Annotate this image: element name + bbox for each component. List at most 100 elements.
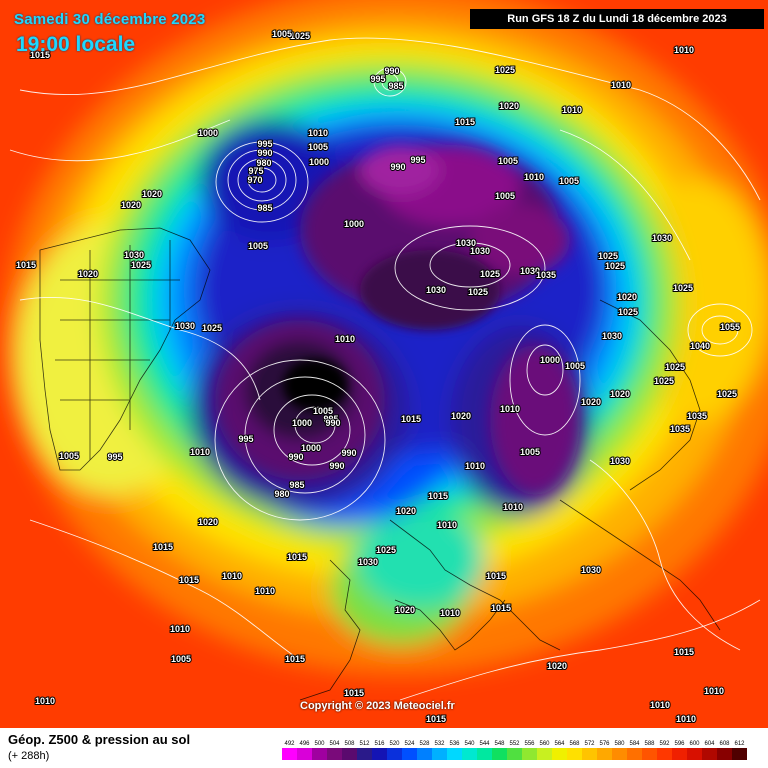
pressure-label: 1000: [344, 219, 364, 229]
scale-swatch: [627, 748, 642, 760]
pressure-label: 970: [247, 175, 262, 185]
pressure-label: 1005: [171, 654, 191, 664]
pressure-label: 1015: [491, 603, 511, 613]
pressure-label: 1030: [470, 246, 490, 256]
scale-swatch: [387, 748, 402, 760]
scale-swatch: [582, 748, 597, 760]
scale-swatch: [432, 748, 447, 760]
scale-tick-label: 596: [674, 741, 685, 747]
pressure-label: 1025: [376, 545, 396, 555]
scale-tick-label: 504: [329, 741, 340, 747]
scale-tick-label: 492: [284, 741, 295, 747]
pressure-label: 1015: [401, 414, 421, 424]
copyright-notice: Copyright © 2023 Meteociel.fr: [300, 700, 455, 712]
pressure-label: 1015: [428, 491, 448, 501]
pressure-label: 1015: [16, 260, 36, 270]
pressure-label: 1030: [520, 266, 540, 276]
pressure-label: 990: [325, 418, 340, 428]
pressure-label: 1025: [290, 31, 310, 41]
forecast-time: 19:00 locale: [16, 33, 136, 56]
pressure-label: 1010: [440, 608, 460, 618]
pressure-label: 990: [390, 162, 405, 172]
geopotential-color-field: [0, 0, 768, 728]
scale-swatch: [342, 748, 357, 760]
pressure-label: 1015: [153, 542, 173, 552]
pressure-label: 1035: [536, 270, 556, 280]
scale-swatch: [372, 748, 387, 760]
pressure-label: 1040: [690, 341, 710, 351]
scale-tick-label: 564: [554, 741, 565, 747]
pressure-label: 1025: [618, 307, 638, 317]
scale-swatch: [282, 748, 297, 760]
pressure-label: 1035: [687, 411, 707, 421]
scale-swatch: [612, 748, 627, 760]
pressure-label: 1000: [292, 418, 312, 428]
scale-tick-label: 516: [374, 741, 385, 747]
pressure-label: 1010: [437, 520, 457, 530]
pressure-label: 1030: [175, 321, 195, 331]
pressure-label: 1020: [499, 101, 519, 111]
pressure-label: 1020: [142, 189, 162, 199]
pressure-label: 1000: [309, 157, 329, 167]
pressure-label: 990: [329, 461, 344, 471]
pressure-label: 1010: [674, 45, 694, 55]
pressure-label: 1035: [670, 424, 690, 434]
pressure-label: 1015: [179, 575, 199, 585]
scale-tick-label: 584: [629, 741, 640, 747]
pressure-label: 1010: [562, 105, 582, 115]
scale-tick-label: 544: [479, 741, 490, 747]
pressure-label: 1030: [426, 285, 446, 295]
pressure-label: 1055: [720, 322, 740, 332]
pressure-label: 1025: [654, 376, 674, 386]
pressure-label: 1025: [495, 65, 515, 75]
pressure-label: 1020: [395, 605, 415, 615]
pressure-label: 1025: [673, 283, 693, 293]
scale-tick-label: 500: [314, 741, 325, 747]
scale-tick-label: 600: [689, 741, 700, 747]
pressure-label: 1005: [248, 241, 268, 251]
pressure-label: 985: [388, 81, 403, 91]
scale-swatch: [717, 748, 732, 760]
pressure-label: 1000: [540, 355, 560, 365]
pressure-label: 1005: [272, 29, 292, 39]
scale-tick-label: 580: [614, 741, 625, 747]
scale-swatch: [327, 748, 342, 760]
pressure-label: 1020: [581, 397, 601, 407]
scale-swatch: [357, 748, 372, 760]
legend-bar: Géop. Z500 & pression au sol (+ 288h) 49…: [0, 728, 768, 768]
pressure-label: 1005: [59, 451, 79, 461]
scale-swatch: [507, 748, 522, 760]
pressure-label: 1030: [124, 250, 144, 260]
scale-tick-label: 588: [644, 741, 655, 747]
pressure-label: 1025: [717, 389, 737, 399]
pressure-label: 1020: [610, 389, 630, 399]
pressure-label: 1010: [335, 334, 355, 344]
pressure-label: 1015: [285, 654, 305, 664]
scale-tick-label: 604: [704, 741, 715, 747]
pressure-label: 1025: [131, 260, 151, 270]
scale-swatch: [447, 748, 462, 760]
pressure-label: 1030: [456, 238, 476, 248]
scale-tick-label: 520: [389, 741, 400, 747]
pressure-label: 975: [248, 166, 263, 176]
pressure-label: 1010: [503, 502, 523, 512]
scale-swatch: [552, 748, 567, 760]
pressure-label: 1020: [617, 292, 637, 302]
pressure-label: 1030: [610, 456, 630, 466]
pressure-label: 995: [238, 434, 253, 444]
pressure-label: 990: [257, 148, 272, 158]
pressure-label: 1005: [308, 142, 328, 152]
pressure-label: 1030: [652, 233, 672, 243]
scale-tick-label: 576: [599, 741, 610, 747]
pressure-label: 1030: [602, 331, 622, 341]
forecast-range: (+ 288h): [8, 750, 50, 762]
pressure-label: 1010: [524, 172, 544, 182]
pressure-label: 1020: [198, 517, 218, 527]
pressure-label: 980: [256, 158, 271, 168]
pressure-label: 1000: [301, 443, 321, 453]
scale-tick-label: 612: [734, 741, 745, 747]
scale-swatch: [567, 748, 582, 760]
pressure-label: 1020: [78, 269, 98, 279]
pressure-label: 985: [257, 203, 272, 213]
scale-tick-label: 552: [509, 741, 520, 747]
